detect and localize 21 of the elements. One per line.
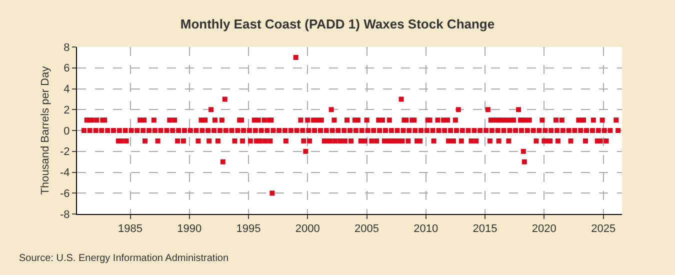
y-tick-label: -2 [60, 146, 70, 158]
y-tick-label: -4 [60, 167, 70, 180]
y-axis-title: Thousand Barrels per Day [40, 66, 52, 195]
x-tick-label: 2020 [532, 223, 556, 236]
y-tick-label: 6 [64, 62, 70, 75]
y-tick-label: -6 [60, 188, 70, 200]
x-tick-label: 2005 [354, 223, 380, 236]
y-tick-label: 4 [64, 84, 70, 96]
y-tick-label: 8 [64, 42, 70, 54]
x-tick-label: 1985 [118, 223, 142, 236]
x-tick-label: 2025 [591, 223, 616, 236]
y-tick-label: 0 [64, 125, 70, 138]
source-note: Source: U.S. Energy Information Administration [19, 253, 229, 264]
chart-title: Monthly East Coast (PADD 1) Waxes Stock Change [180, 16, 495, 32]
x-tick-label: 2000 [295, 223, 320, 236]
x-tick-label: 1990 [177, 223, 202, 236]
x-tick-label: 2010 [414, 223, 438, 236]
x-tick-label: 1995 [236, 223, 261, 236]
x-tick-label: 2015 [472, 223, 498, 236]
y-tick-label: -8 [60, 208, 70, 221]
y-tick-label: 2 [64, 104, 70, 116]
